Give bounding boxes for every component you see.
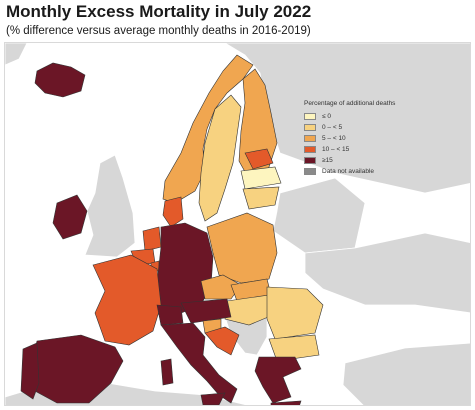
country-germany (156, 222, 214, 314)
country-sweden (198, 94, 242, 222)
country-italy (160, 322, 238, 404)
country-sicily (200, 392, 226, 405)
country-portugal (20, 342, 40, 400)
legend-label: Data not available (322, 168, 375, 175)
legend-label: ≤ 0 (322, 113, 331, 120)
country-switzerland (156, 304, 184, 326)
map-subtitle: (% difference versus average monthly dea… (6, 25, 311, 37)
country-ireland (52, 194, 88, 240)
europe-map (5, 43, 470, 405)
legend-item: ≤ 0 (304, 111, 424, 122)
legend-swatch (304, 113, 316, 120)
legend-item: 5 – < 10 (304, 133, 424, 144)
country-romania (266, 286, 324, 340)
legend: Percentage of additional deaths ≤ 0 0 – … (304, 100, 424, 177)
legend-label: ≥15 (322, 157, 333, 164)
neighbor-belarus (272, 177, 366, 254)
legend-swatch (304, 157, 316, 164)
legend-label: 10 – < 15 (322, 146, 350, 153)
country-austria (180, 298, 232, 324)
legend-swatch (304, 146, 316, 153)
legend-item: 10 – < 15 (304, 144, 424, 155)
legend-swatch (304, 168, 316, 175)
neighbor-uk (84, 154, 136, 258)
country-poland (206, 212, 278, 284)
map-title: Monthly Excess Mortality in July 2022 (6, 2, 312, 21)
country-lithuania (242, 186, 280, 210)
country-latvia (240, 166, 282, 190)
country-norway (162, 54, 254, 204)
country-sardinia (160, 358, 174, 386)
country-france (92, 254, 162, 346)
legend-title: Percentage of additional deaths (304, 100, 396, 107)
country-bulgaria (268, 334, 320, 362)
country-netherlands (142, 226, 162, 252)
country-crete (270, 400, 302, 405)
legend-swatch (304, 124, 316, 131)
legend-item: 0 – < 5 (304, 122, 424, 133)
legend-label: 0 – < 5 (322, 124, 343, 131)
country-greece (254, 356, 302, 404)
map-frame (4, 42, 471, 406)
country-iceland (34, 62, 86, 98)
neighbor-greenland-edge (5, 43, 28, 66)
neighbor-ukraine (304, 232, 470, 314)
legend-label: 5 – < 10 (322, 135, 346, 142)
neighbor-turkey (342, 342, 470, 405)
country-denmark (162, 196, 184, 228)
legend-swatch (304, 135, 316, 142)
country-croatia (204, 326, 240, 356)
country-estonia (244, 148, 274, 170)
legend-item: Data not available (304, 166, 424, 177)
legend-item: ≥15 (304, 155, 424, 166)
